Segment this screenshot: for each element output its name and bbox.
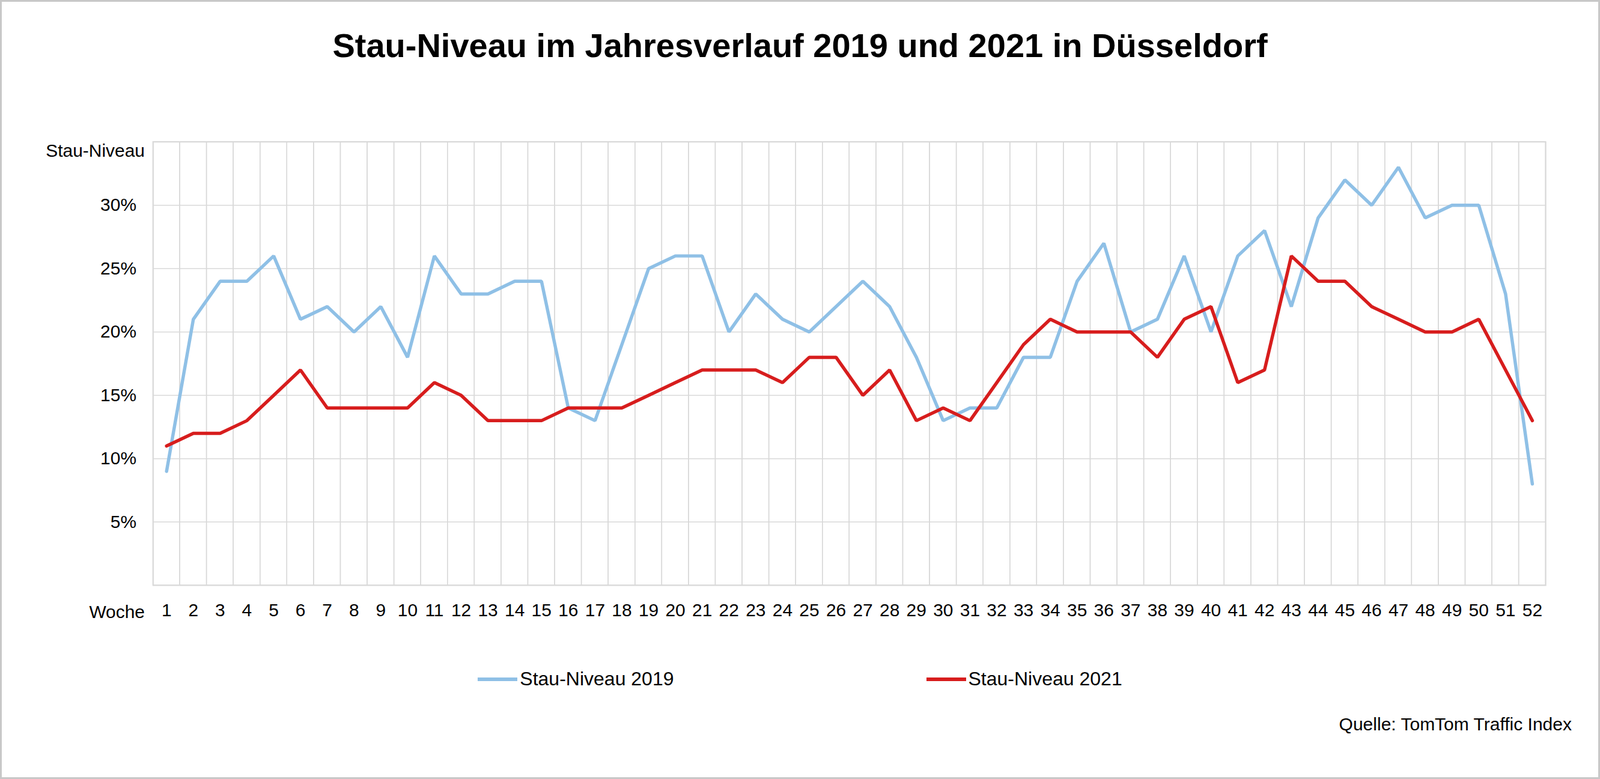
- svg-text:17: 17: [585, 600, 606, 621]
- svg-text:10: 10: [397, 600, 418, 621]
- svg-text:3: 3: [215, 600, 226, 621]
- svg-text:6: 6: [295, 600, 306, 621]
- svg-text:16: 16: [558, 600, 578, 621]
- svg-text:24: 24: [772, 600, 793, 621]
- svg-text:30%: 30%: [100, 194, 137, 215]
- svg-text:9: 9: [375, 600, 386, 621]
- html-text:Stau-Niveau 2021: Stau-Niveau 2021: [968, 668, 1123, 690]
- svg-text:10%: 10%: [100, 448, 137, 469]
- svg-text:45: 45: [1335, 600, 1355, 621]
- svg-text:20: 20: [665, 600, 685, 621]
- svg-text:39: 39: [1174, 600, 1194, 621]
- svg-text:48: 48: [1414, 600, 1435, 621]
- svg-text:47: 47: [1388, 600, 1409, 621]
- svg-text:15: 15: [531, 600, 552, 621]
- svg-text:43: 43: [1281, 600, 1302, 621]
- svg-text:46: 46: [1361, 600, 1382, 621]
- html-text:Quelle: TomTom Traffic Index: Quelle: TomTom Traffic Index: [1339, 714, 1572, 735]
- html-text:Stau-Niveau im Jahresverlauf 2: Stau-Niveau im Jahresverlauf 2019 und 20…: [332, 26, 1268, 65]
- svg-text:52: 52: [1522, 600, 1543, 621]
- svg-text:7: 7: [322, 600, 333, 621]
- svg-text:14: 14: [504, 600, 525, 621]
- svg-text:37: 37: [1120, 600, 1141, 621]
- svg-text:21: 21: [692, 600, 712, 621]
- svg-text:49: 49: [1441, 600, 1462, 621]
- svg-text:33: 33: [1013, 600, 1034, 621]
- svg-text:2: 2: [188, 600, 199, 621]
- svg-text:18: 18: [611, 600, 632, 621]
- svg-text:15%: 15%: [100, 385, 137, 405]
- svg-text:1: 1: [161, 600, 172, 621]
- svg-text:51: 51: [1495, 600, 1516, 621]
- svg-text:29: 29: [906, 600, 927, 621]
- svg-text:32: 32: [986, 600, 1007, 621]
- svg-text:30: 30: [933, 600, 953, 621]
- svg-text:20%: 20%: [100, 321, 137, 342]
- svg-text:41: 41: [1227, 600, 1248, 621]
- html-text:Stau-Niveau 2019: Stau-Niveau 2019: [519, 668, 674, 690]
- svg-text:44: 44: [1307, 600, 1328, 621]
- svg-text:25: 25: [799, 600, 819, 621]
- svg-text:34: 34: [1040, 600, 1060, 621]
- svg-text:11: 11: [424, 600, 444, 621]
- svg-text:35: 35: [1067, 600, 1087, 621]
- svg-text:Stau-Niveau: Stau-Niveau: [45, 140, 145, 161]
- svg-text:Woche: Woche: [88, 602, 145, 622]
- svg-text:22: 22: [719, 600, 740, 621]
- svg-text:26: 26: [826, 600, 846, 621]
- svg-text:25%: 25%: [100, 258, 137, 279]
- svg-text:27: 27: [852, 600, 873, 621]
- svg-text:23: 23: [745, 600, 766, 621]
- svg-text:50: 50: [1469, 600, 1489, 621]
- svg-text:5%: 5%: [110, 511, 137, 532]
- svg-text:28: 28: [879, 600, 900, 621]
- svg-text:38: 38: [1147, 600, 1168, 621]
- svg-text:8: 8: [349, 600, 360, 621]
- svg-text:19: 19: [638, 600, 659, 621]
- svg-text:42: 42: [1254, 600, 1275, 621]
- svg-text:13: 13: [477, 600, 498, 621]
- svg-text:12: 12: [451, 600, 472, 621]
- svg-text:4: 4: [242, 600, 253, 621]
- svg-text:5: 5: [268, 600, 279, 621]
- svg-text:31: 31: [960, 600, 980, 621]
- svg-text:40: 40: [1201, 600, 1221, 621]
- svg-text:36: 36: [1094, 600, 1114, 621]
